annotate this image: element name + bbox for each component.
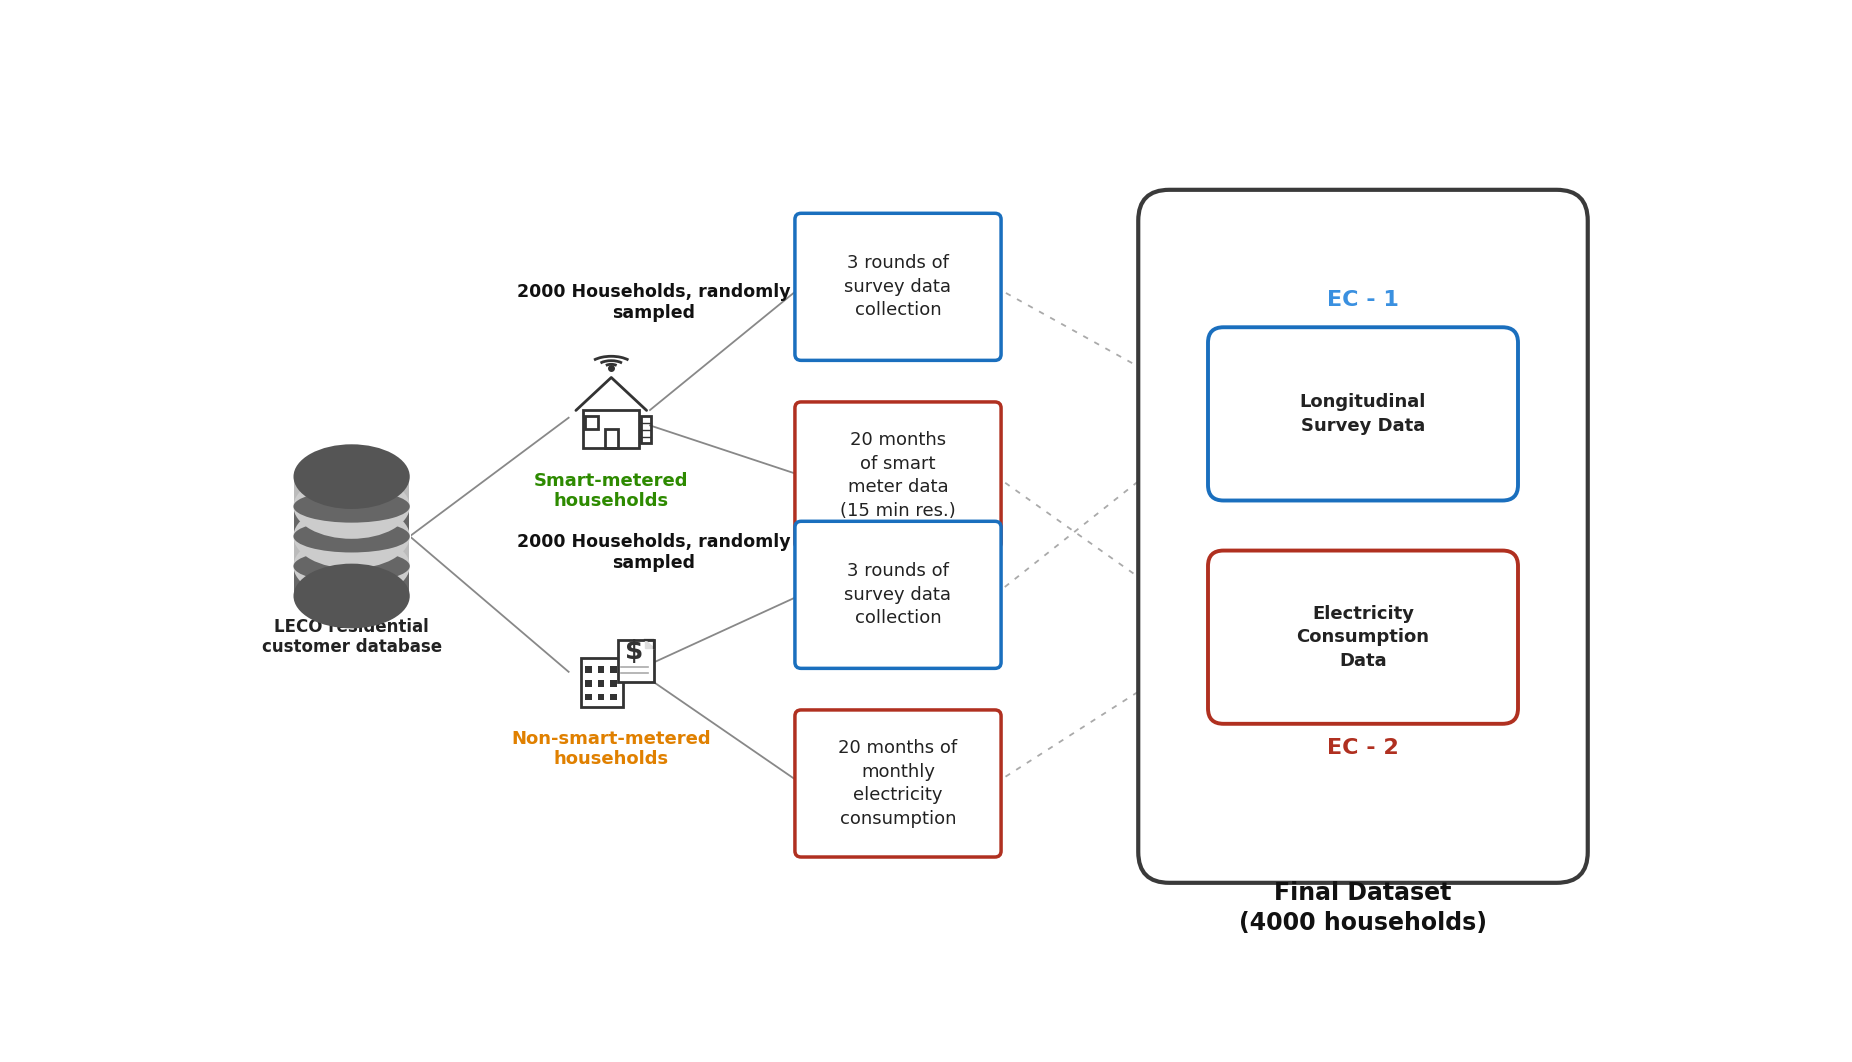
Bar — [409, 477, 411, 596]
Bar — [619, 640, 654, 682]
Text: LECO residential
customer database: LECO residential customer database — [261, 617, 441, 656]
FancyBboxPatch shape — [619, 640, 654, 682]
Text: EC - 1: EC - 1 — [1328, 290, 1398, 310]
Bar — [293, 507, 409, 536]
Bar — [580, 658, 622, 707]
Bar — [585, 416, 598, 429]
Text: Final Dataset
(4000 households): Final Dataset (4000 households) — [1239, 881, 1487, 935]
Text: Longitudinal
Survey Data: Longitudinal Survey Data — [1300, 393, 1426, 434]
Ellipse shape — [293, 491, 409, 523]
FancyBboxPatch shape — [1208, 550, 1519, 724]
Bar — [609, 667, 617, 673]
Text: Electricity
Consumption
Data: Electricity Consumption Data — [1296, 604, 1430, 670]
Bar — [583, 410, 639, 448]
FancyBboxPatch shape — [795, 521, 1002, 668]
Ellipse shape — [293, 534, 409, 599]
Ellipse shape — [293, 504, 409, 568]
Bar — [641, 415, 652, 443]
Ellipse shape — [293, 520, 409, 552]
Bar — [293, 477, 409, 507]
Bar — [293, 536, 409, 566]
Bar — [598, 680, 604, 687]
Text: $: $ — [624, 638, 643, 665]
Text: 20 months
of smart
meter data
(15 min res.): 20 months of smart meter data (15 min re… — [841, 431, 956, 520]
Text: 3 rounds of
survey data
collection: 3 rounds of survey data collection — [845, 562, 952, 628]
Ellipse shape — [293, 550, 409, 582]
Bar — [293, 477, 294, 596]
Ellipse shape — [293, 444, 409, 509]
FancyBboxPatch shape — [795, 401, 1002, 549]
Bar — [585, 667, 593, 673]
Bar — [598, 667, 604, 673]
Bar — [585, 693, 593, 700]
Text: 2000 Households, randomly
sampled: 2000 Households, randomly sampled — [517, 533, 791, 571]
Ellipse shape — [293, 564, 409, 629]
Text: EC - 2: EC - 2 — [1328, 738, 1398, 757]
Text: Smart-metered
households: Smart-metered households — [533, 472, 689, 511]
Bar — [598, 693, 604, 700]
Bar — [585, 680, 593, 687]
Bar — [609, 680, 617, 687]
Bar — [606, 429, 619, 448]
FancyBboxPatch shape — [1208, 327, 1519, 500]
Text: Non-smart-metered
households: Non-smart-metered households — [511, 730, 711, 769]
Text: 3 rounds of
survey data
collection: 3 rounds of survey data collection — [845, 254, 952, 320]
Text: 20 months of
monthly
electricity
consumption: 20 months of monthly electricity consump… — [839, 739, 957, 828]
Text: 2000 Households, randomly
sampled: 2000 Households, randomly sampled — [517, 282, 791, 322]
Bar — [293, 566, 409, 596]
FancyBboxPatch shape — [1139, 190, 1587, 883]
FancyBboxPatch shape — [795, 709, 1002, 857]
FancyBboxPatch shape — [795, 213, 1002, 360]
Ellipse shape — [293, 474, 409, 538]
Bar — [609, 693, 617, 700]
Polygon shape — [644, 640, 654, 648]
